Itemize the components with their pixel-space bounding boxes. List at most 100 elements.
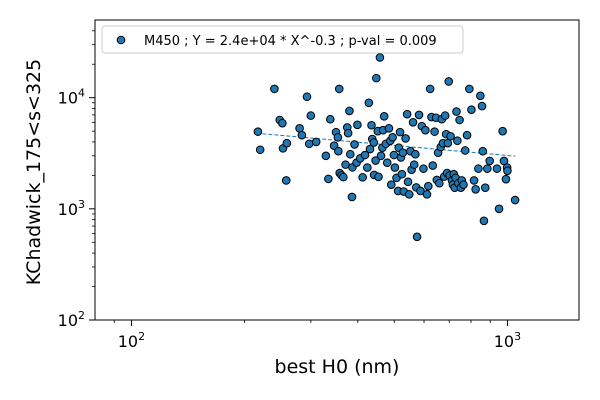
scatter-point [409,160,419,169]
scatter-point [430,127,439,136]
scatter-point [492,164,502,173]
scatter-point [503,166,512,176]
scatter-point [347,192,357,202]
scatter-point [395,127,405,137]
scatter-point [321,151,331,161]
scatter-point [485,156,494,166]
x-tick-label: 102 [118,330,145,351]
scatter-point [334,84,344,94]
scatter-point [446,131,455,141]
scatter-point [353,120,362,130]
scatter-point [444,77,454,86]
scatter-point [480,183,490,192]
scatter-point [501,174,511,184]
legend: M450 ; Y = 2.4e+04 * X^-0.3 ; p-val = 0.… [101,25,464,54]
scatter-point [428,161,438,170]
scatter-point [350,140,359,149]
scatter-point [416,186,425,196]
scatter-point [411,149,420,159]
scatter-point [382,158,392,168]
y-tick-label: 103 [58,198,85,219]
scatter-point [403,177,413,187]
scatter-point [440,111,450,120]
x-axis-title: best H0 (nm) [275,356,400,378]
scatter-point [304,139,314,149]
scatter-point [375,53,385,62]
scatter-point [398,148,408,157]
scatter-point [452,107,461,116]
legend-marker [116,35,126,45]
scatter-point [462,130,472,140]
scatter-point [364,98,374,108]
scatter-point [483,164,492,173]
y-axis-title: KChadwick_175<s<325 [23,59,45,285]
scatter-point [297,130,307,140]
scatter-point [343,128,353,138]
scatter-point [401,134,410,143]
scatter-point [476,91,485,101]
scatter-point [425,84,435,94]
scatter-point [408,118,418,127]
scatter-point [424,181,433,191]
scatter-point [388,133,397,142]
scatter-point [465,84,474,94]
scatter-point [376,151,386,161]
scatter-point [369,138,379,147]
scatter-point [371,156,380,165]
scatter-point [363,163,372,172]
scatter-point [453,136,462,146]
axis-ticks: 102 103 102 103 104 [58,30,521,351]
legend-box [101,25,464,54]
scatter-point [469,176,479,185]
scatter-point [397,169,407,179]
scatter-point [404,190,414,199]
scatter-point [379,112,389,121]
scatter-point [390,163,400,172]
scatter-point [421,125,430,135]
scatter-point [365,144,375,154]
scatter-point [435,178,444,188]
scatter-point [510,195,520,205]
scatter-point [374,172,383,182]
scatter-point [372,73,381,83]
y-tick-label: 104 [58,87,85,108]
scatter-point [345,106,354,116]
x-tick-label: 103 [494,330,521,351]
scatter-point [333,133,343,142]
scatter-point [311,137,321,147]
scatter-point [281,176,291,185]
scatter-point [471,184,480,194]
scatter-point [302,92,312,102]
scatter-point [360,150,370,160]
data-points [253,53,520,242]
scatter-point [278,118,287,128]
scatter-point [339,172,348,182]
scatter-point [334,146,343,156]
scatter-point [282,138,292,148]
scatter-point [460,146,470,155]
scatter-point [474,164,483,173]
scatter-point [412,232,422,242]
scatter-point [419,164,428,173]
y-tick-label: 102 [58,309,85,330]
scatter-point [455,115,464,125]
scatter-point [389,150,399,160]
scatter-point [367,120,376,130]
scatter-point [477,101,487,111]
scatter-point [459,180,468,189]
scatter-point [402,109,412,119]
scatter-point [324,174,333,184]
scatter-point [253,127,263,136]
scatter-point [467,105,476,114]
scatter-point [326,114,335,124]
plot-area-frame [94,19,580,321]
scatter-point [255,145,265,155]
scatter-point [384,124,394,133]
scatter-point [494,204,504,214]
legend-label: M450 ; Y = 2.4e+04 * X^-0.3 ; p-val = 0.… [144,34,437,49]
scatter-point [358,173,367,182]
scatter-point [345,149,355,159]
scatter-point [270,84,279,94]
